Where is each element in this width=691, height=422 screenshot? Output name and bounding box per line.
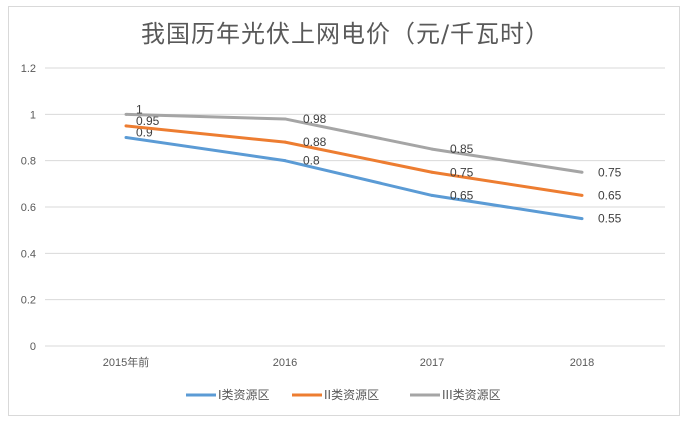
data-label: 0.85 [450, 142, 474, 156]
y-tick-label: 0.2 [21, 295, 36, 307]
data-label: 0.75 [598, 165, 622, 179]
y-tick-label: 0 [30, 341, 36, 353]
data-point [283, 117, 287, 121]
data-point [580, 217, 584, 221]
data-label: 0.65 [450, 188, 474, 202]
data-point [580, 170, 584, 174]
data-point [430, 147, 434, 151]
series-line-2 [125, 124, 583, 197]
y-tick-label: 1.2 [21, 63, 36, 75]
chart-title: 我国历年光伏上网电价（元/千瓦时） [140, 20, 551, 48]
y-tick-label: 0.8 [21, 156, 36, 168]
data-label: 0.98 [303, 112, 327, 126]
data-point [124, 112, 128, 116]
series-line-3 [125, 112, 583, 174]
series-line-1 [125, 136, 583, 221]
data-point [124, 136, 128, 139]
data-point [430, 170, 434, 174]
data-label: 0.55 [598, 212, 622, 226]
y-tick-label: 1 [30, 109, 36, 121]
y-tick-label: 0.6 [21, 202, 36, 214]
data-point [430, 193, 434, 197]
data-label: 0.95 [136, 114, 160, 128]
data-label: 0.88 [303, 135, 327, 149]
data-label: 0.8 [303, 154, 320, 168]
data-point [283, 159, 287, 163]
data-point [283, 140, 287, 144]
x-tick-label: 2018 [570, 357, 594, 369]
x-tick-label: 2017 [420, 357, 444, 369]
x-tick-label: 2016 [273, 357, 297, 369]
x-tick-label: 2015年前 [103, 355, 149, 369]
legend-label: II类资源区 [324, 388, 379, 402]
legend-label: I类资源区 [218, 388, 270, 402]
data-label: 1 [136, 102, 143, 116]
legend-label: III类资源区 [442, 388, 501, 402]
data-point [580, 193, 584, 197]
chart-area [8, 6, 680, 416]
data-label: 0.65 [598, 188, 622, 202]
y-tick-label: 0.4 [21, 248, 36, 260]
data-point [124, 124, 128, 128]
data-label: 0.75 [450, 165, 474, 179]
